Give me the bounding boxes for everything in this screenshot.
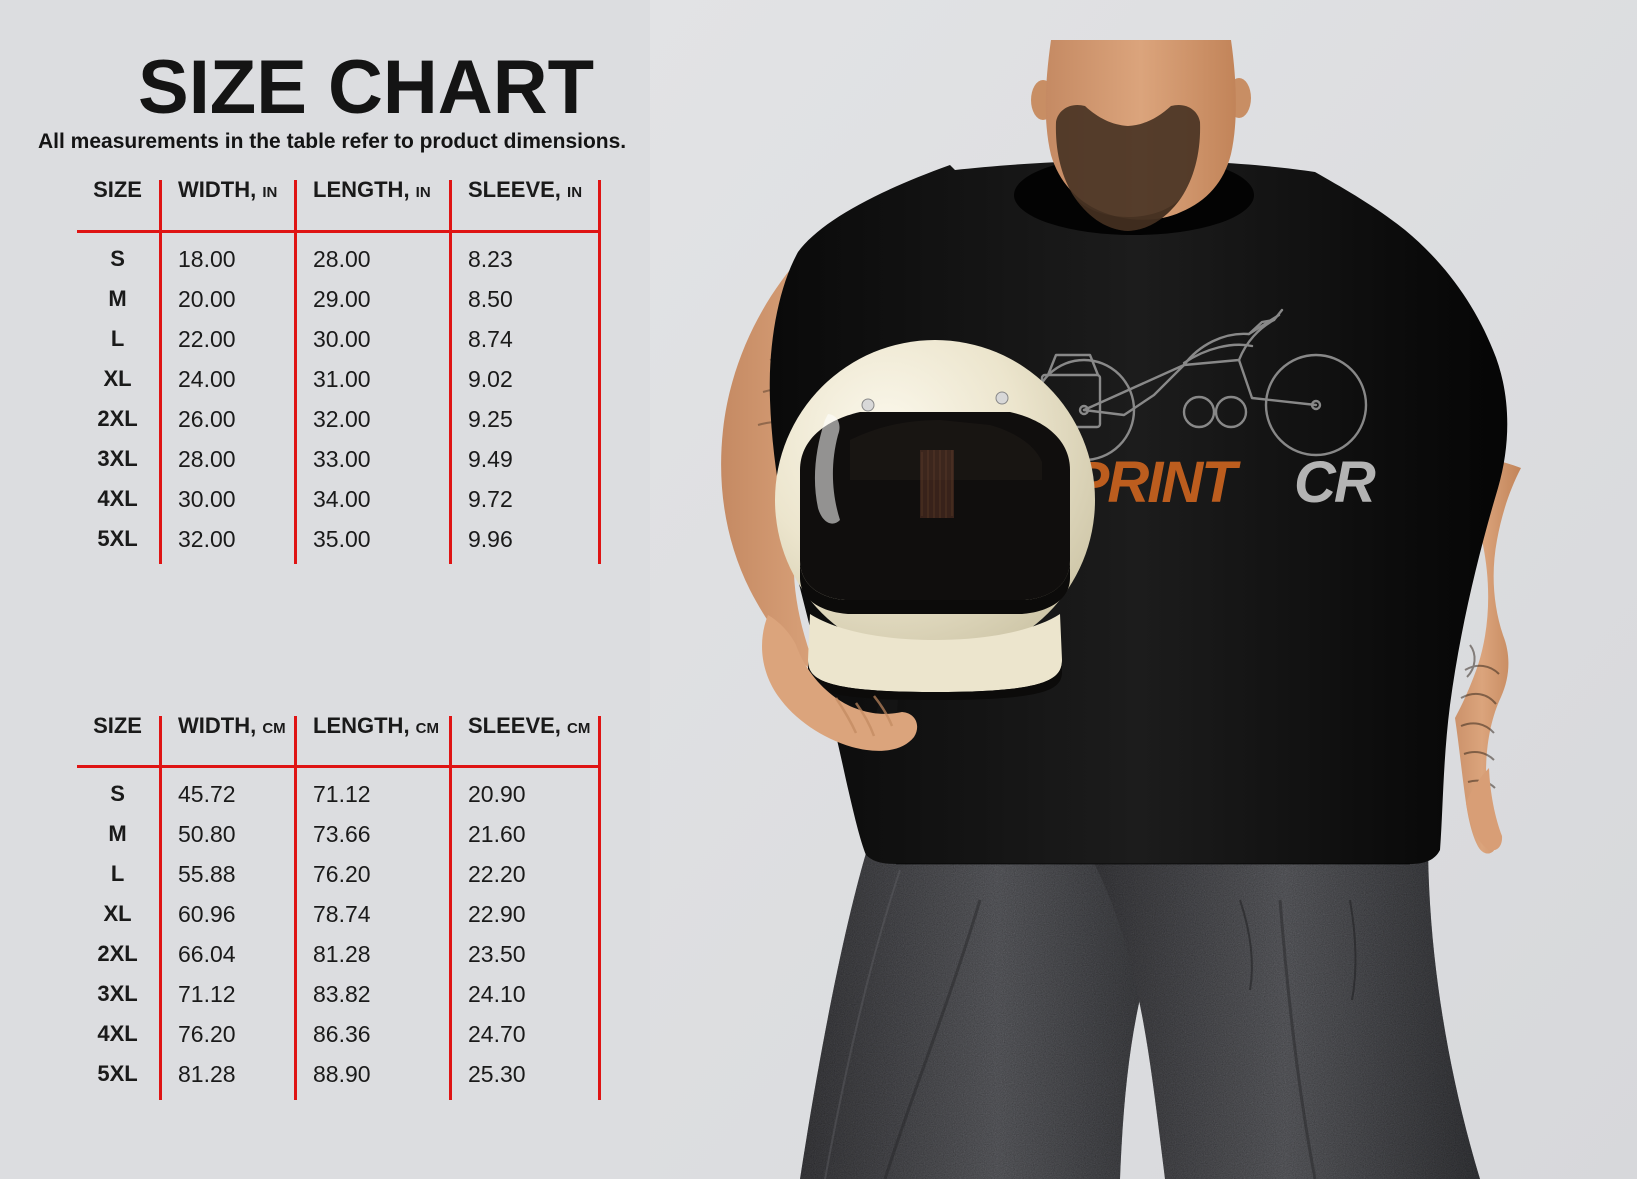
svg-text:CR: CR (1294, 450, 1376, 515)
